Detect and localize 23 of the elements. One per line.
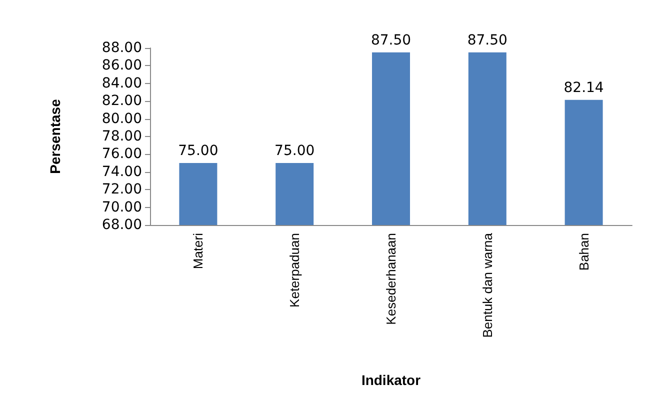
- x-tick-label: Bahan: [576, 233, 592, 271]
- y-tick-label: 86.00: [102, 58, 142, 74]
- y-tick-label: 88.00: [102, 40, 142, 56]
- data-label: 75.00: [274, 143, 315, 160]
- y-tick-label: 84.00: [102, 75, 142, 92]
- y-tick-label: 76.00: [102, 146, 142, 162]
- y-tick-label: 80.00: [102, 110, 142, 127]
- y-tick-label: 72.00: [102, 182, 142, 198]
- data-label: 87.50: [370, 32, 412, 48]
- data-label: 82.14: [564, 80, 604, 96]
- y-axis-title: Persentase: [47, 98, 63, 174]
- x-tick-label: Materi: [190, 232, 206, 270]
- x-tick-label: Bentuk dan warna: [480, 232, 495, 338]
- y-tick-label: 68.00: [102, 217, 142, 233]
- y-tick-label: 70.00: [102, 199, 142, 216]
- y-tick-label: 78.00: [102, 128, 142, 144]
- data-label: 75.00: [178, 143, 218, 160]
- x-tick-label: Kesederhanaan: [384, 233, 398, 325]
- y-tick-label: 74.00: [102, 164, 142, 180]
- data-label: 87.50: [467, 32, 508, 48]
- x-tick-label: Keterpaduan: [287, 233, 302, 308]
- x-axis-title: Indikator: [361, 372, 422, 388]
- y-tick-label: 82.00: [102, 93, 142, 110]
